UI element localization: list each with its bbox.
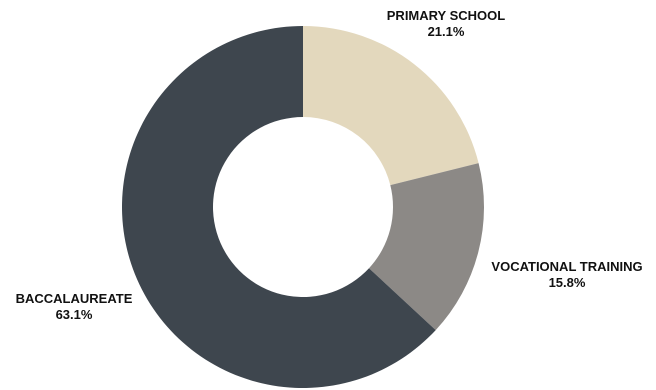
slice-label: PRIMARY SCHOOL: [387, 8, 506, 23]
slice-baccalaureate: [121, 26, 436, 388]
slice-label: VOCATIONAL TRAINING: [491, 259, 642, 274]
slice-value-label: 21.1%: [428, 24, 465, 39]
slice-vocational-training: [368, 163, 484, 331]
slice-value-label: 63.1%: [56, 307, 93, 322]
slice-primary-school: [303, 26, 479, 186]
slice-label: BACCALAUREATE: [16, 291, 133, 306]
slice-value-label: 15.8%: [549, 275, 586, 290]
slices-group: [121, 26, 484, 388]
